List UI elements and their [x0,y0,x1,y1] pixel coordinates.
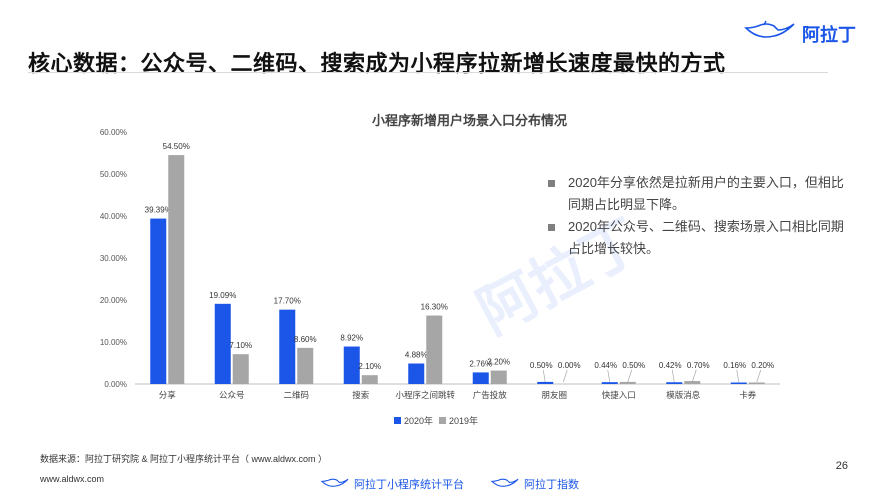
y-tick-label: 50.00% [100,170,127,179]
x-tick-label: 分享 [159,390,177,400]
footer-logo-label: 阿拉丁小程序统计平台 [354,479,464,491]
bar-2019 [748,382,765,384]
data-label: 2.10% [358,362,381,371]
x-tick-label: 卡券 [739,390,757,400]
leader-line [736,369,740,383]
legend-item-2020: 2020年 [394,414,433,427]
data-label: 0.50% [530,361,553,370]
data-label: 0.50% [622,361,645,370]
chart-legend: 2020年 2019年 [394,414,478,427]
leader-line [607,369,611,383]
note-text: 2020年公众号、二维码、搜索场景入口相比同期占比增长较快。 [568,219,844,256]
data-label: 0.70% [687,361,710,370]
bar-2020 [279,309,296,384]
bar-2020 [472,372,489,384]
bar-2020 [537,381,554,384]
data-label: 16.30% [421,303,448,312]
bar-2020 [150,218,167,384]
footer-logo-index: 阿拉丁指数 [490,476,579,492]
page-number: 26 [835,460,848,472]
bar-2019 [361,375,378,384]
data-label: 0.20% [751,361,774,370]
bar-2019 [490,370,507,384]
lamp-icon [744,20,796,47]
note-text: 2020年分享依然是拉新用户的主要入口，但相比同期占比明显下降。 [568,175,844,212]
x-tick-label: 小程序之间跳转 [395,390,455,400]
footer-logo-stats: 阿拉丁小程序统计平台 [320,476,464,492]
data-label: 0.16% [723,361,746,370]
x-tick-label: 模版消息 [666,390,701,400]
brand-name: 阿拉丁 [802,24,856,45]
page-title: 核心数据：公众号、二维码、搜索成为小程序拉新增长速度最快的方式 [28,51,726,76]
note-item: 2020年公众号、二维码、搜索场景入口相比同期占比增长较快。 [548,216,848,260]
legend-item-2019: 2019年 [439,414,478,427]
bar-2020 [730,382,747,384]
y-tick-label: 0.00% [104,380,127,389]
data-label: 2.76% [469,359,492,368]
leader-line [691,369,697,383]
bar-2019 [297,347,314,384]
footer-logo-label: 阿拉丁指数 [524,479,579,491]
bar-2019 [168,155,185,384]
data-label: 39.39% [145,206,172,215]
title-divider [28,72,828,73]
x-tick-label: 广告投放 [473,390,508,400]
leader-line [562,369,568,383]
leader-line [671,369,675,383]
data-label: 3.20% [487,358,510,367]
chart-title: 小程序新增用户场景入口分布情况 [372,113,568,128]
notes-box: 2020年分享依然是拉新用户的主要入口，但相比同期占比明显下降。 2020年公众… [548,172,848,260]
bar-2019 [684,381,701,384]
brand-logo: 阿拉丁 [744,20,856,47]
bar-2020 [214,303,231,384]
data-source: 数据来源：阿拉丁研究院 & 阿拉丁小程序统计平台（ www.aldwx.com … [40,454,328,464]
bar-2020 [666,382,683,384]
data-label: 8.60% [294,335,317,344]
bar-2020 [343,346,360,384]
y-tick-label: 10.00% [100,338,127,347]
leader-line [756,369,762,383]
data-label: 0.00% [558,361,581,370]
square-bullet-icon [548,180,555,187]
x-tick-label: 朋友圈 [541,390,567,400]
y-tick-label: 60.00% [100,128,127,137]
bar-2020 [408,363,425,384]
lamp-icon [320,477,350,492]
legend-swatch [394,417,401,424]
x-tick-label: 搜索 [352,390,369,400]
bar-2019 [232,354,249,384]
bar-2019 [426,315,443,384]
legend-label: 2020年 [404,416,434,426]
legend-label: 2019年 [449,416,479,426]
bar-2019 [619,381,636,384]
data-label: 7.10% [229,341,252,350]
x-tick-label: 快捷入口 [602,390,636,400]
data-label: 54.50% [163,142,190,151]
data-label: 19.09% [209,291,236,300]
legend-swatch [439,417,447,424]
data-label: 0.44% [594,361,617,370]
leader-line [627,369,633,383]
footer-url[interactable]: www.aldwx.com [40,474,105,484]
square-bullet-icon [548,224,555,231]
x-tick-label: 公众号 [219,390,245,400]
bar-2020 [601,382,618,384]
x-tick-label: 二维码 [283,390,309,400]
y-tick-label: 30.00% [100,254,127,263]
note-item: 2020年分享依然是拉新用户的主要入口，但相比同期占比明显下降。 [548,172,848,216]
data-label: 4.88% [405,351,428,360]
data-label: 17.70% [274,297,301,306]
y-tick-label: 40.00% [100,212,127,221]
data-label: 8.92% [340,334,363,343]
lamp-icon [490,477,520,492]
footer-logos: 阿拉丁小程序统计平台 阿拉丁指数 [320,476,579,492]
leader-line [542,369,546,383]
data-label: 0.42% [659,361,682,370]
y-tick-label: 20.00% [100,296,127,305]
